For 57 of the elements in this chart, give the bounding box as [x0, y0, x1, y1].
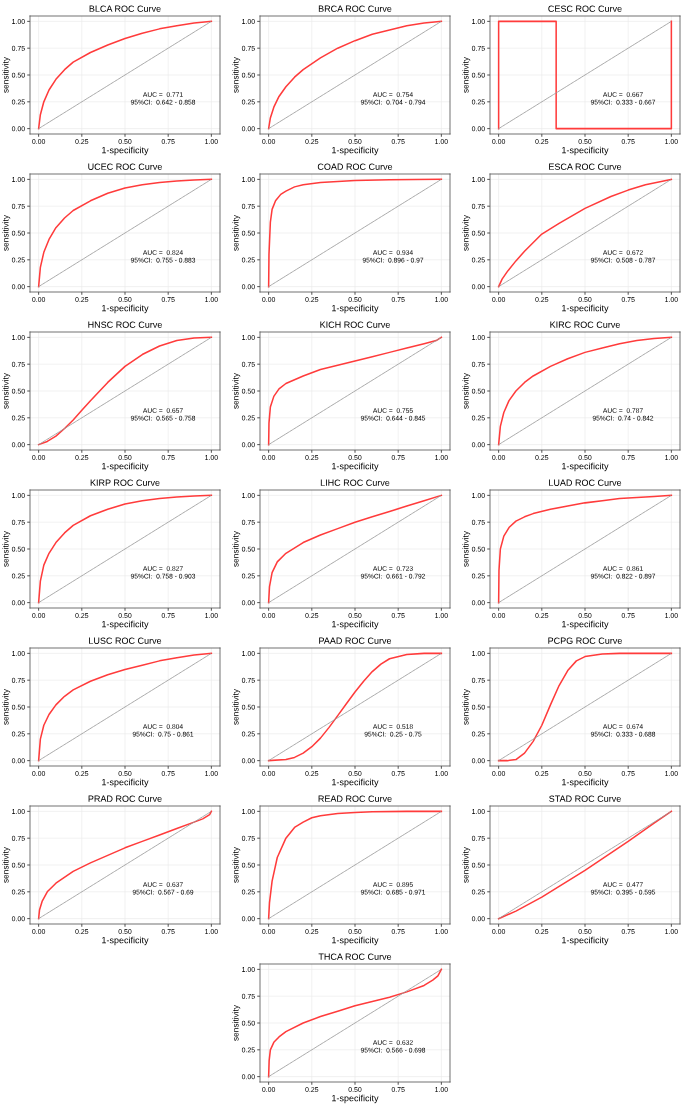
x-axis-title: 1-specificity [332, 462, 379, 472]
chart-title: STAD ROC Curve [549, 795, 621, 802]
chart-title: PRAD ROC Curve [88, 795, 162, 802]
x-axis-title: 1-specificity [562, 462, 609, 472]
chart-title: THCA ROC Curve [318, 953, 392, 960]
x-axis-title: 1-specificity [562, 146, 609, 156]
y-axis-title: sensitivity [462, 56, 471, 93]
x-axis-title: 1-specificity [332, 146, 379, 156]
chart-title: UCEC ROC Curve [88, 163, 162, 170]
chart-title: BLCA ROC Curve [89, 5, 161, 12]
y-axis-title: sensitivity [462, 846, 471, 883]
y-axis-title: sensitivity [462, 372, 471, 409]
y-axis-title: sensitivity [232, 56, 241, 93]
x-axis-title: 1-specificity [102, 462, 149, 472]
x-axis-title: 1-specificity [102, 146, 149, 156]
y-axis-title: sensitivity [462, 214, 471, 251]
y-axis-title: sensitivity [2, 530, 11, 567]
chart-title: COAD ROC Curve [317, 163, 393, 170]
y-axis-title: sensitivity [2, 372, 11, 409]
x-axis-title: 1-specificity [102, 778, 149, 788]
chart-title: LUSC ROC Curve [89, 637, 162, 644]
x-axis-title: 1-specificity [332, 304, 379, 314]
y-axis-title: sensitivity [2, 214, 11, 251]
x-axis-title: 1-specificity [562, 936, 609, 946]
chart-title: KICH ROC Curve [320, 321, 390, 328]
x-axis-title: 1-specificity [332, 1094, 379, 1104]
x-axis-title: 1-specificity [332, 936, 379, 946]
chart-title: PAAD ROC Curve [319, 637, 392, 644]
x-axis-title: 1-specificity [562, 778, 609, 788]
x-axis-title: 1-specificity [102, 304, 149, 314]
x-axis-title: 1-specificity [102, 620, 149, 630]
y-axis-title: sensitivity [462, 688, 471, 725]
chart-title: KIRC ROC Curve [550, 321, 620, 328]
chart-title: BRCA ROC Curve [318, 5, 392, 12]
y-axis-title: sensitivity [232, 530, 241, 567]
y-axis-title: sensitivity [232, 1004, 241, 1041]
x-axis-title: 1-specificity [332, 778, 379, 788]
y-axis-title: sensitivity [2, 56, 11, 93]
chart-title: CESC ROC Curve [548, 5, 622, 12]
chart-title: READ ROC Curve [318, 795, 392, 802]
y-axis-title: sensitivity [232, 846, 241, 883]
y-axis-title: sensitivity [462, 530, 471, 567]
chart-title: LIHC ROC Curve [320, 479, 390, 486]
chart-title: LUAD ROC Curve [549, 479, 622, 486]
x-axis-title: 1-specificity [102, 936, 149, 946]
x-axis-title: 1-specificity [332, 620, 379, 630]
chart-title: PCPG ROC Curve [548, 637, 622, 644]
y-axis-title: sensitivity [2, 688, 11, 725]
x-axis-title: 1-specificity [562, 620, 609, 630]
y-axis-title: sensitivity [232, 372, 241, 409]
y-axis-title: sensitivity [2, 846, 11, 883]
chart-title: HNSC ROC Curve [88, 321, 162, 328]
x-axis-title: 1-specificity [562, 304, 609, 314]
chart-title: ESCA ROC Curve [549, 163, 622, 170]
y-axis-title: sensitivity [232, 214, 241, 251]
y-axis-title: sensitivity [232, 688, 241, 725]
chart-title: KIRP ROC Curve [90, 479, 160, 486]
